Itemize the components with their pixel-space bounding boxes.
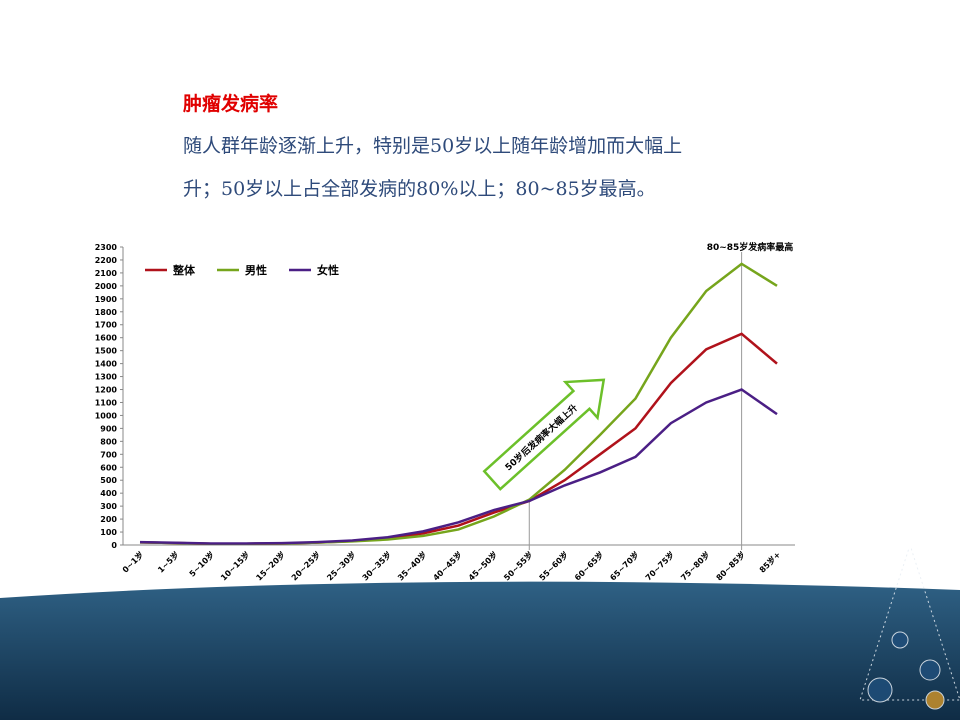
y-tick-label: 2000 (95, 282, 118, 291)
y-tick-label: 1700 (95, 321, 118, 330)
series-line (139, 332, 778, 545)
x-tick-label: 45~50岁 (466, 549, 499, 582)
background-band (0, 581, 960, 720)
y-tick-label: 1800 (95, 308, 118, 317)
slide-title: 肿瘤发病率 (183, 92, 278, 115)
y-tick-label: 1900 (95, 295, 118, 304)
x-tick-label: 85岁+ (757, 549, 782, 574)
x-tick-label: 65~70岁 (608, 549, 641, 582)
x-tick-label: 15~20岁 (254, 549, 287, 582)
y-tick-label: 1400 (95, 360, 118, 369)
y-tick-label: 400 (100, 489, 117, 498)
body-line: 随人群年龄逐渐上升，特别是50岁以上随年龄增加而大幅上 (183, 135, 682, 157)
y-tick-label: 2200 (95, 256, 118, 265)
y-tick-label: 1300 (95, 373, 118, 382)
arrow-shape (482, 378, 606, 491)
y-tick-label: 1000 (95, 411, 118, 420)
y-tick-label: 100 (100, 528, 117, 537)
y-tick-label: 1600 (95, 334, 118, 343)
x-tick-label: 70~75岁 (643, 549, 676, 582)
x-tick-label: 5~10岁 (187, 549, 216, 578)
x-tick-label: 60~65岁 (572, 549, 605, 582)
y-tick-label: 900 (100, 424, 117, 433)
tree-decoration (859, 535, 960, 710)
y-tick-label: 200 (100, 515, 117, 524)
x-tick-label: 80~85岁 (714, 549, 747, 582)
x-tick-label: 35~40岁 (395, 549, 428, 582)
series-line (139, 388, 778, 545)
arrow-label: 50岁后发病率大幅上升 (502, 402, 580, 474)
series-line (139, 262, 778, 545)
x-tick-label: 75~80岁 (678, 549, 711, 582)
x-tick-label: 30~35岁 (360, 549, 393, 582)
y-tick-label: 1500 (95, 347, 118, 356)
x-tick-label: 0~1岁 (120, 549, 145, 574)
y-tick-label: 800 (100, 437, 117, 446)
x-tick-label: 55~60岁 (537, 549, 570, 582)
chart: 0 100 200 300 400 500 600 700 800 900 1000 1100 1200… (95, 241, 795, 583)
legend-label: 男性 (245, 263, 267, 277)
arrow-annotation: 50岁后发病率大幅上升 (482, 378, 606, 491)
body-line: 升；50岁以上占全部发病的80%以上；80~85岁最高。 (183, 178, 656, 200)
y-tick-label: 1200 (95, 386, 118, 395)
y-tick-label: 300 (100, 502, 117, 511)
x-tick-label: 20~25岁 (289, 549, 322, 582)
x-tick-label: 50~55岁 (501, 549, 534, 582)
y-tick-label: 700 (100, 450, 117, 459)
annotation: 80~85岁发病率最高 (707, 241, 794, 253)
legend-label: 整体 (172, 263, 196, 277)
legend-label: 女性 (317, 263, 339, 277)
y-tick-label: 500 (100, 476, 117, 485)
y-tick-label: 2300 (95, 243, 118, 252)
x-tick-label: 40~45岁 (431, 549, 464, 582)
y-tick-label: 600 (100, 463, 117, 472)
y-tick-label: 1100 (95, 398, 118, 407)
x-tick-label: 25~30岁 (325, 549, 358, 582)
x-tick-label: 1~5岁 (155, 549, 180, 574)
y-tick-label: 2100 (95, 269, 118, 278)
y-tick-label: 0 (111, 541, 117, 550)
x-tick-label: 10~15岁 (218, 549, 251, 582)
